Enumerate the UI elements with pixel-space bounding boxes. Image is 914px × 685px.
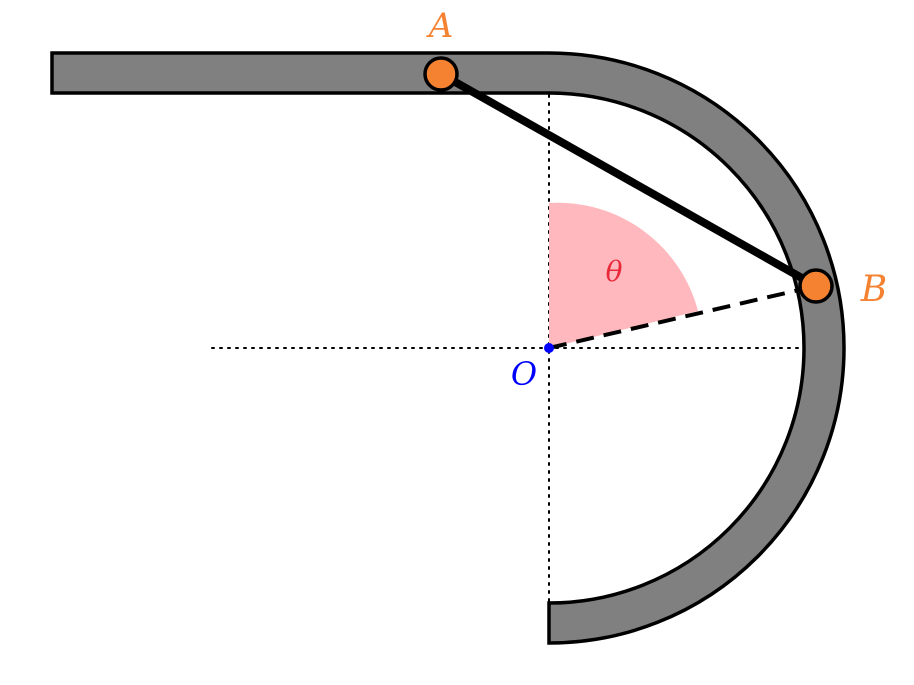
label-point-a: A [426, 6, 454, 46]
angle-theta-sector [549, 202, 698, 348]
label-angle-theta: θ [606, 255, 623, 288]
origin-point [544, 343, 554, 353]
radius-dashed-line [548, 284, 817, 350]
track-rail [50, 51, 846, 645]
rod-ab [437, 70, 820, 290]
joint-b [798, 268, 834, 304]
joint-a [423, 56, 459, 92]
label-point-b: B [860, 269, 887, 310]
label-origin: O [511, 355, 537, 393]
